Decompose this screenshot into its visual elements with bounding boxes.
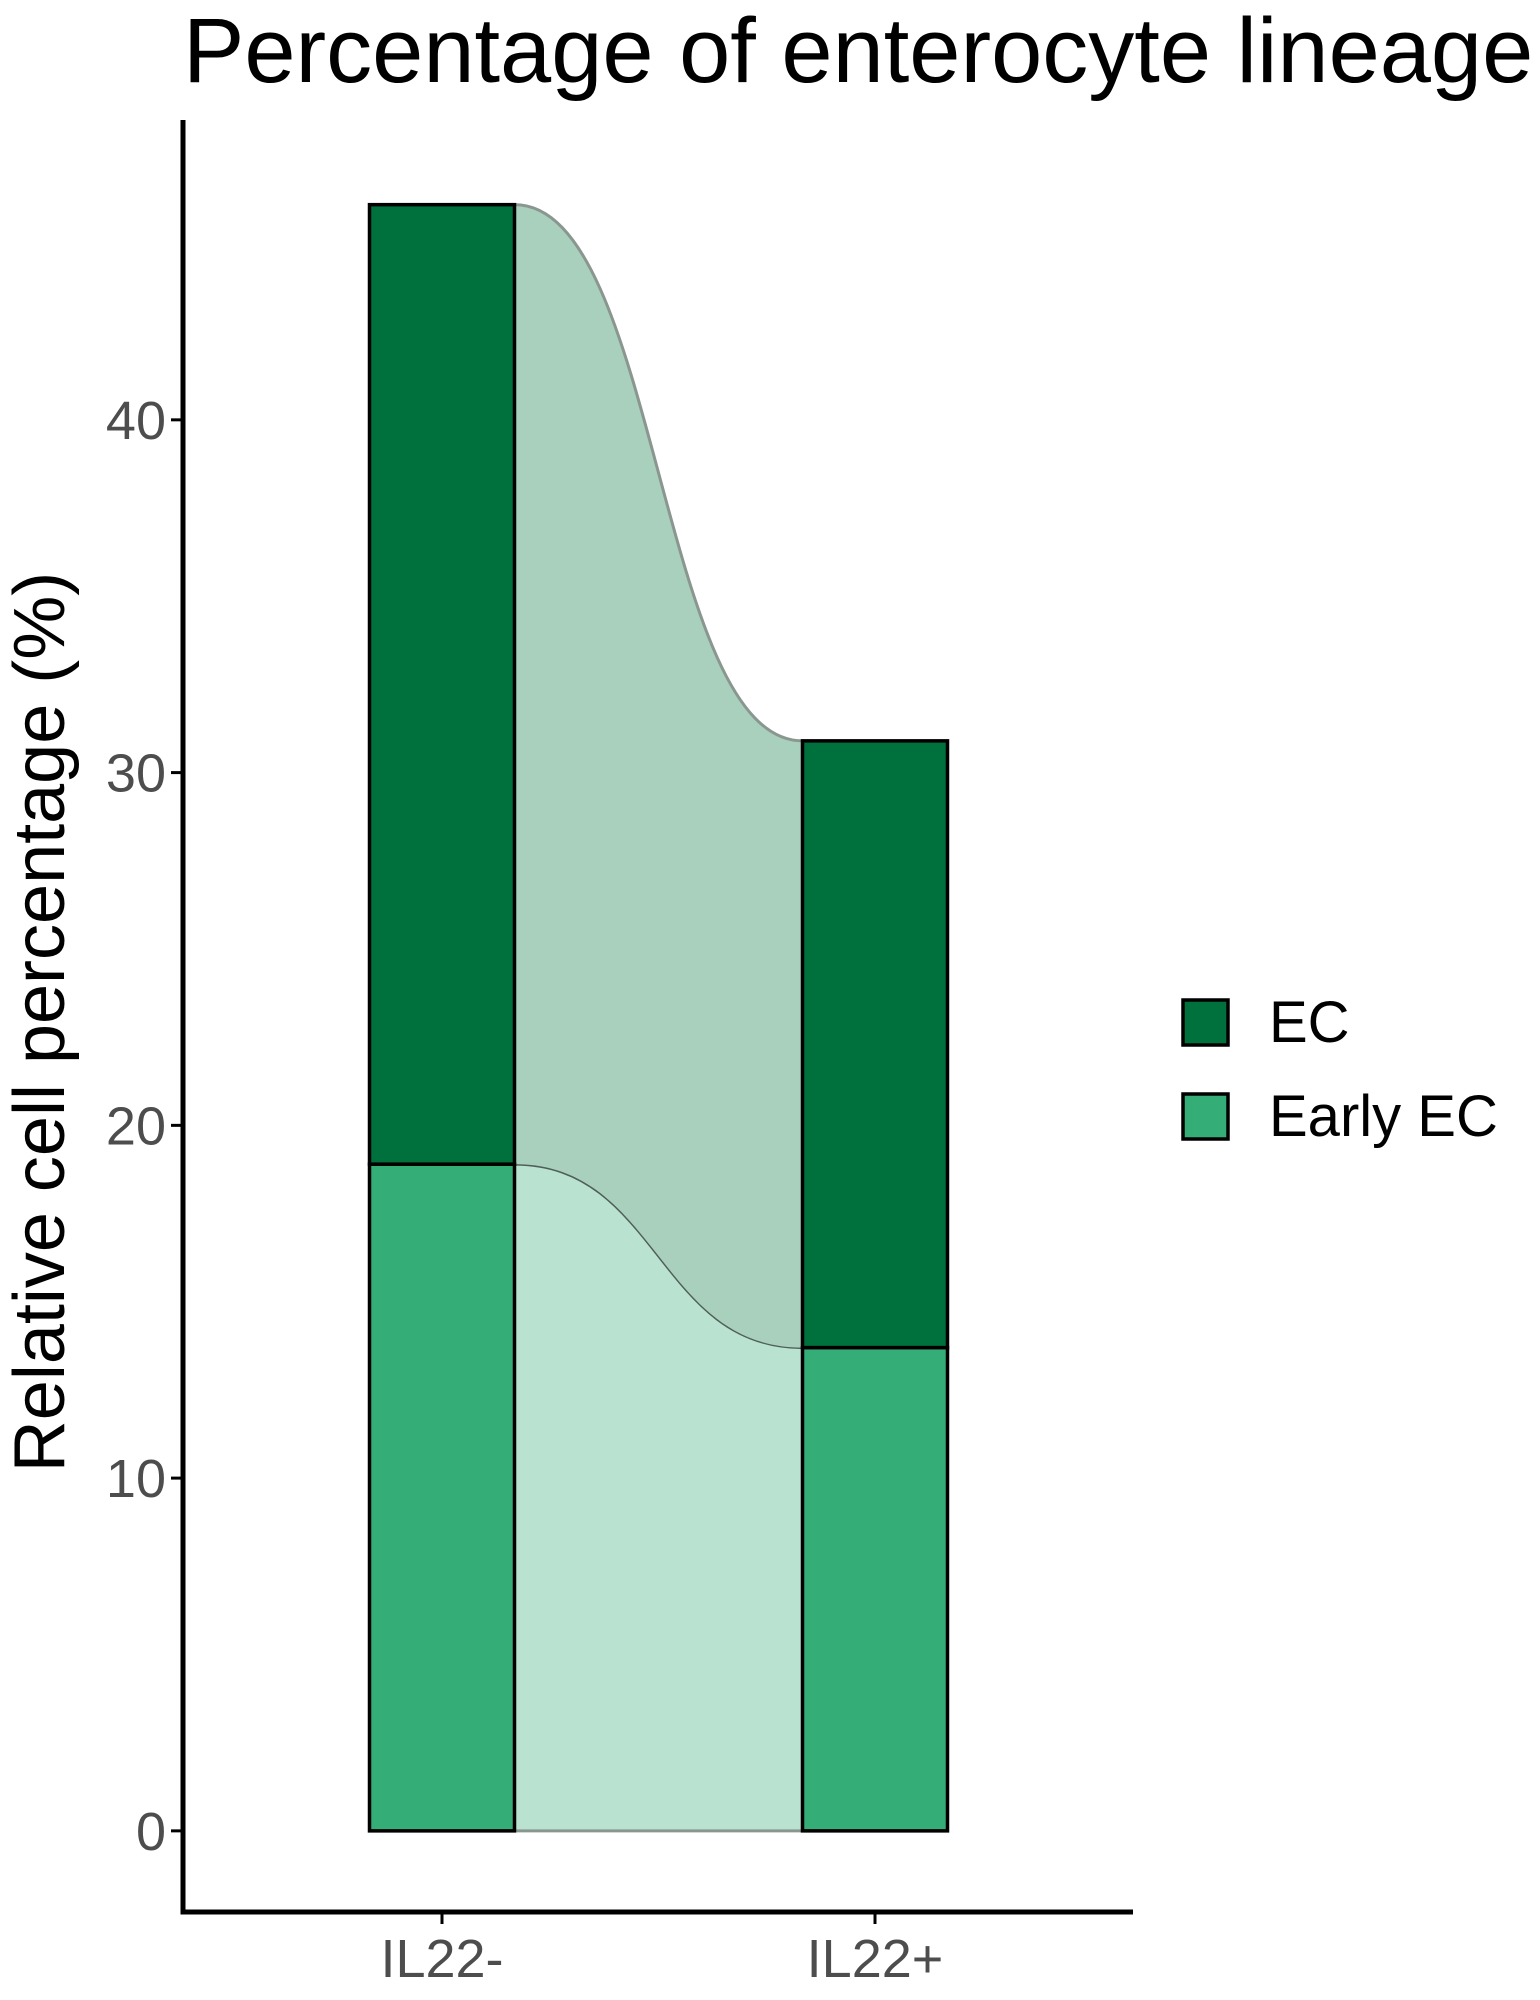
flows-layer: [514, 203, 803, 1833]
bar-early-ec-il22: [367, 1162, 517, 1833]
y-axis-label: Relative cell percentage (%): [0, 572, 80, 1472]
x-ticks-layer: IL22- IL22+: [380, 1912, 943, 1989]
bar-early-ec-il22: [800, 1345, 950, 1833]
legend-swatch-early-ec: [1181, 1092, 1230, 1141]
legend-label-early-ec: Early EC: [1269, 1084, 1498, 1149]
y-tick-label: 40: [106, 391, 166, 451]
bars-layer: [367, 202, 950, 1833]
flow-ec-il22-to-il22: [514, 204, 803, 1348]
y-tick-label: 10: [106, 1449, 166, 1509]
bar-ec-il22: [367, 202, 517, 1166]
bar-ec-il22: [800, 739, 950, 1350]
y-tick-label: 30: [106, 744, 166, 804]
chart-title: Percentage of enterocyte lineage: [183, 0, 1533, 102]
y-tick-label: 0: [136, 1802, 166, 1862]
flow-edge-top-ec: [514, 203, 803, 743]
flow-early-ec-il22-to-il22: [514, 1164, 803, 1831]
x-tick-label-il22: IL22+: [807, 1929, 944, 1989]
flow-edge-top-early-ec: [514, 1162, 803, 1350]
legend: EC Early EC: [1181, 990, 1498, 1149]
x-tick-label-il22: IL22-: [380, 1929, 503, 1989]
y-ticks-layer: 0 10 20 30 40: [106, 391, 183, 1862]
y-tick-label: 20: [106, 1096, 166, 1156]
legend-label-ec: EC: [1269, 990, 1350, 1055]
legend-swatch-ec: [1181, 998, 1230, 1047]
